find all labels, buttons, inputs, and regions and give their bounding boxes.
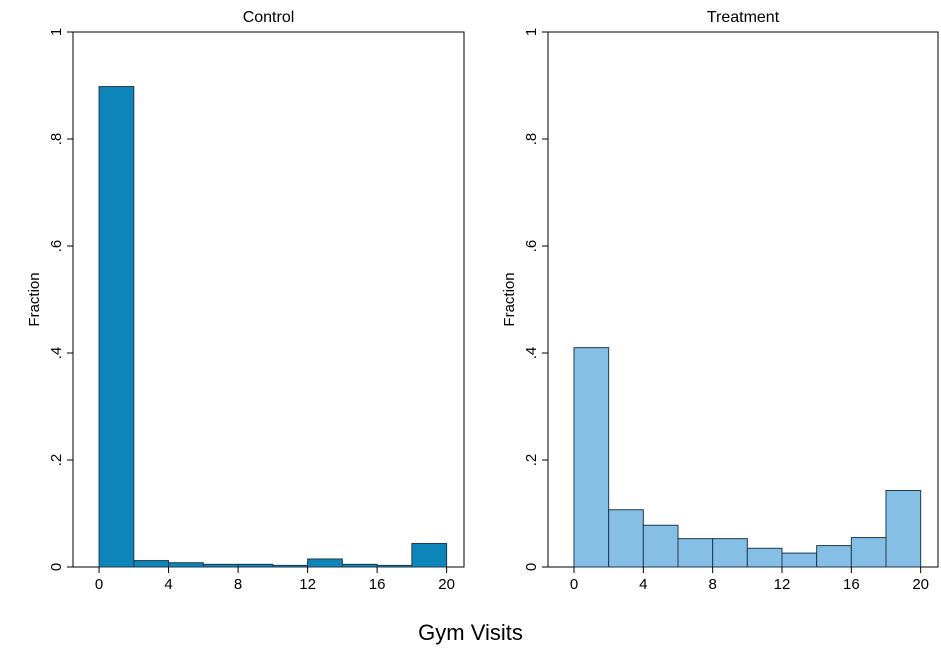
treatment-x-tick-label: 16 [843, 576, 860, 593]
control-bar [272, 564, 309, 568]
treatment-panel: Treatment 0 4 8 12 16 20 0 .2 .4 .6 .8 1 Fraction [501, 9, 939, 593]
treatment-y-tick-label: 0 [523, 563, 540, 571]
shared-x-axis-label: Gym Visits [418, 620, 523, 645]
treatment-bar [573, 347, 610, 568]
treatment-y-tick-label: .8 [523, 133, 540, 146]
treatment-bar [677, 538, 714, 568]
treatment-bar [781, 552, 818, 568]
control-bar [411, 542, 448, 568]
treatment-x-tick-label: 4 [639, 576, 647, 593]
treatment-x-tick-label: 20 [912, 576, 929, 593]
control-y-tick-label: .8 [48, 133, 65, 146]
control-y-tick-label: 1 [48, 28, 65, 36]
control-x-tick-label: 0 [95, 576, 103, 593]
treatment-y-axis-label: Fraction [501, 272, 518, 326]
control-y-tick-label: .4 [48, 347, 65, 360]
treatment-x-tick-label: 0 [570, 576, 578, 593]
treatment-y-tick-label: .4 [523, 347, 540, 360]
control-bar [133, 560, 170, 568]
treatment-bar [885, 489, 922, 568]
treatment-bar [850, 537, 887, 568]
control-x-tick-label: 20 [438, 576, 455, 593]
treatment-x-tick-label: 8 [708, 576, 716, 593]
control-x-tick-label: 4 [164, 576, 172, 593]
treatment-x-tick-label: 12 [774, 576, 791, 593]
treatment-bar [608, 509, 644, 568]
treatment-bar [746, 547, 783, 568]
treatment-y-tick-label: .6 [523, 240, 540, 253]
control-bar [98, 86, 135, 568]
control-panel: Control 0 4 8 12 16 20 0 .2 .4 .6 .8 1 Fraction [26, 9, 465, 593]
control-title: Control [243, 9, 295, 26]
control-y-tick-label: .2 [48, 454, 65, 467]
treatment-bar [712, 538, 748, 568]
control-x-tick-label: 12 [299, 576, 316, 593]
control-y-tick-label: 0 [48, 563, 65, 571]
control-y-tick-label: .6 [48, 240, 65, 253]
treatment-title: Treatment [707, 9, 780, 26]
treatment-y-tick-label: .2 [523, 454, 540, 467]
treatment-y-tick-label: 1 [523, 28, 540, 36]
control-bar [168, 562, 204, 568]
control-bar [341, 563, 378, 568]
treatment-bar [816, 545, 852, 568]
control-x-tick-label: 16 [369, 576, 386, 593]
control-bar [376, 564, 413, 568]
treatment-bar [642, 524, 679, 568]
control-bar [237, 563, 274, 568]
control-bar [307, 558, 343, 568]
control-y-axis-label: Fraction [26, 272, 43, 326]
control-bar [202, 563, 239, 568]
control-x-tick-label: 8 [234, 576, 242, 593]
